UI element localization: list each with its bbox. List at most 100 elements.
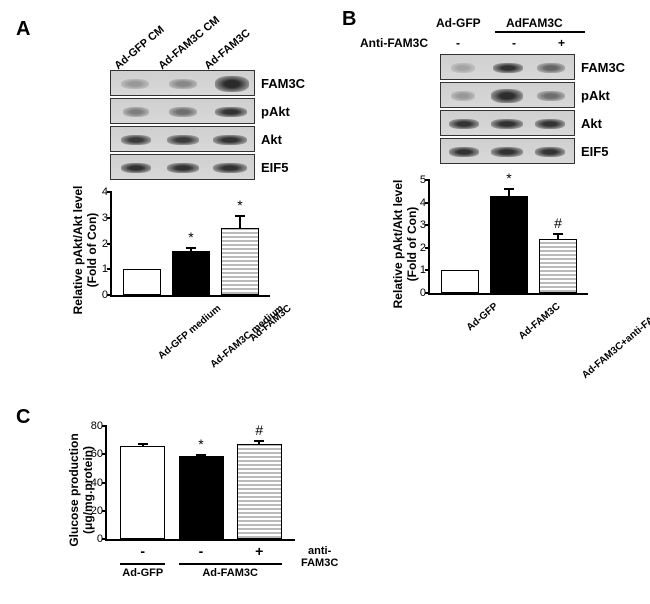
bar [490, 196, 528, 293]
blot-top-labels-a: Ad-GFP CM Ad-FAM3C CM Ad-FAM3C [98, 4, 308, 70]
blot-band [491, 119, 523, 129]
y-tick-label: 1 [102, 263, 112, 275]
bar [237, 444, 282, 539]
bar-chart-b: Relative pAkt/Akt level (Fold of Con) 01… [428, 180, 588, 295]
top-label-a-2: Ad-FAM3C [202, 27, 252, 72]
western-blot-b: FAM3C pAkt Akt EIF5 [440, 54, 640, 166]
group-label: Ad-FAM3C [179, 567, 282, 579]
bar [221, 228, 259, 295]
group-label: Ad-GFP [120, 567, 165, 579]
western-blot-a: FAM3C pAkt Akt EIF5 [110, 70, 310, 182]
blot-name-label: FAM3C [261, 76, 305, 91]
y-tick-label: 40 [91, 477, 107, 489]
blot-band [449, 147, 479, 157]
blot-band [169, 107, 197, 117]
y-tick-label: 0 [97, 533, 107, 545]
blot-row-Akt: Akt [110, 126, 310, 152]
panel-b-label: B [342, 8, 356, 31]
blot-name-label: pAkt [581, 88, 610, 103]
bar-chart-a: Relative pAkt/Akt level (Fold of Con) 01… [110, 192, 270, 297]
y-tick-label: 20 [91, 505, 107, 517]
bar [179, 456, 224, 539]
blot-name-label: pAkt [261, 104, 290, 119]
blot-strip [110, 154, 255, 180]
blot-name-label: EIF5 [581, 144, 608, 159]
bar-chart-c: Glucose production (μg/mg.protein) 02040… [105, 426, 295, 541]
y-tick-label: 4 [102, 186, 112, 198]
blot-band [167, 163, 199, 173]
y-tick-label: 1 [420, 264, 430, 276]
blot-band [535, 147, 565, 157]
blot-band [451, 91, 475, 101]
significance-marker: * [198, 436, 203, 452]
significance-marker: # [255, 422, 263, 438]
blot-row-EIF5: EIF5 [110, 154, 310, 180]
blot-row-FAM3C: FAM3C [110, 70, 310, 96]
pm-value: - [199, 543, 204, 559]
y-tick-label: 60 [91, 448, 107, 460]
significance-marker: # [554, 215, 562, 231]
blot-strip [440, 54, 575, 80]
hdr-b-pm0: - [456, 36, 460, 50]
hdr-b-pm2: + [558, 36, 565, 50]
blot-name-label: Akt [581, 116, 602, 131]
hdr-b-row2: Anti-FAM3C [360, 36, 428, 50]
hdr-b-underline [495, 31, 585, 33]
hdr-b-g0: Ad-GFP [436, 16, 481, 30]
y-tick-label: 3 [102, 212, 112, 224]
y-tick-label: 4 [420, 197, 430, 209]
pm-value: + [255, 543, 263, 559]
y-label-b-l2: (Fold of Con) [405, 207, 419, 282]
blot-strip [440, 82, 575, 108]
group-underline [179, 563, 282, 565]
y-tick-label: 0 [420, 287, 430, 299]
y-tick-label: 5 [420, 174, 430, 186]
x-category-label: Ad-FAM3C+anti-FAM3C [580, 301, 650, 381]
blot-row-Akt: Akt [440, 110, 640, 136]
y-tick-label: 2 [102, 238, 112, 250]
bar [539, 239, 577, 293]
blot-band [451, 63, 475, 73]
x-category-label: Ad-FAM3C [517, 301, 563, 342]
panel-a-label: A [16, 18, 30, 41]
blot-band [121, 163, 151, 173]
blot-band [537, 63, 565, 73]
blot-row-FAM3C: FAM3C [440, 54, 640, 80]
group-underline [120, 563, 165, 565]
blot-band [213, 135, 247, 145]
y-tick-label: 3 [420, 219, 430, 231]
panel-c-label: C [16, 406, 30, 429]
y-axis-label-b: Relative pAkt/Akt level (Fold of Con) [391, 179, 419, 309]
blot-row-pAkt: pAkt [440, 82, 640, 108]
blot-band [167, 135, 199, 145]
x-category-label: Ad-GFP medium [156, 303, 223, 362]
y-label-a-l2: (Fold of Con) [85, 213, 99, 288]
blot-band [493, 63, 523, 73]
blot-band [213, 163, 247, 173]
blot-row-EIF5: EIF5 [440, 138, 640, 164]
hdr-b-pm1: - [512, 36, 516, 50]
hdr-b-g1: AdFAM3C [506, 16, 563, 30]
pm-value: - [140, 543, 145, 559]
y-tick-label: 0 [102, 289, 112, 301]
y-label-a-l1: Relative pAkt/Akt level [71, 186, 85, 315]
significance-marker: * [506, 170, 511, 186]
bar [120, 446, 165, 539]
y-axis-label-a: Relative pAkt/Akt level (Fold of Con) [71, 185, 99, 315]
blot-band [537, 91, 565, 101]
bar [441, 270, 479, 293]
blot-band [535, 119, 565, 129]
blot-name-label: EIF5 [261, 160, 288, 175]
y-tick-label: 2 [420, 242, 430, 254]
blot-band [121, 79, 149, 89]
blot-row-pAkt: pAkt [110, 98, 310, 124]
blot-strip [110, 98, 255, 124]
blot-strip [440, 110, 575, 136]
blot-band [491, 89, 523, 103]
y-label-c-l1: Glucose production [67, 433, 81, 546]
blot-strip [440, 138, 575, 164]
row-label-anti-fam3c: anti-FAM3C [301, 545, 338, 569]
bar [172, 251, 210, 295]
bar [123, 269, 161, 295]
blot-band [121, 135, 151, 145]
